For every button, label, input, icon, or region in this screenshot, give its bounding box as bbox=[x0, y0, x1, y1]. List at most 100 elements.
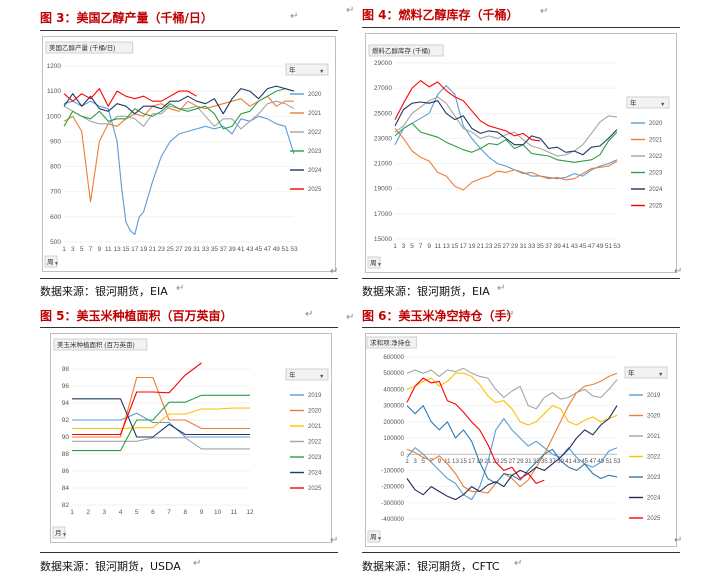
x-tick-label: 33 bbox=[202, 246, 210, 253]
legend-label: 2020 bbox=[649, 121, 663, 127]
series-line-2021 bbox=[394, 128, 618, 191]
y-tick-label: 90 bbox=[62, 434, 70, 441]
x-tick-label: 35 bbox=[541, 458, 548, 465]
y-tick-label: 23000 bbox=[374, 135, 392, 142]
x-tick-label: 8 bbox=[183, 509, 187, 516]
y-tick-label: 17000 bbox=[374, 211, 392, 218]
legend-label: 2022 bbox=[649, 154, 663, 160]
x-tick-label: 35 bbox=[211, 246, 219, 253]
series-line-2022 bbox=[406, 372, 618, 426]
y-tick-label: -100000 bbox=[381, 467, 404, 474]
y-tick-label: 800 bbox=[50, 164, 61, 171]
x-field-label: 周 bbox=[370, 259, 377, 267]
y-tick-label: 27000 bbox=[374, 85, 392, 92]
legend-field-button bbox=[626, 96, 670, 109]
panel-5-bottom-rule bbox=[40, 552, 338, 553]
chart-field-button bbox=[45, 41, 134, 54]
x-tick-label: 53 bbox=[290, 246, 298, 253]
filter-dropdown-icon: ▼ bbox=[54, 261, 59, 267]
legend-header: 年 bbox=[630, 98, 637, 107]
series-line-2021 bbox=[72, 407, 250, 430]
x-tick-label: 9 bbox=[427, 243, 431, 250]
x-tick-label: 7 bbox=[89, 246, 93, 253]
y-tick-label: 1200 bbox=[47, 63, 62, 70]
filter-dropdown-icon: ▼ bbox=[62, 532, 67, 538]
series-line-2025 bbox=[72, 362, 202, 436]
x-field-button bbox=[44, 255, 58, 268]
y-tick-label: 700 bbox=[50, 189, 61, 196]
panel-5-title: 图 5：美玉米种植面积（百万英亩） bbox=[40, 309, 233, 323]
paragraph-mark-icon: ↵ bbox=[330, 266, 339, 277]
y-tick-label: 25000 bbox=[374, 110, 392, 117]
series-line-2024 bbox=[72, 398, 250, 438]
paragraph-mark-icon: ↵ bbox=[514, 558, 523, 569]
legend-label: 2021 bbox=[308, 111, 322, 117]
y-tick-label: 300000 bbox=[383, 403, 404, 410]
x-tick-label: 39 bbox=[557, 458, 564, 465]
series-line-2020 bbox=[406, 372, 618, 494]
legend-label: 2024 bbox=[647, 496, 661, 502]
y-tick-label: 500000 bbox=[383, 370, 404, 377]
y-tick-label: 400000 bbox=[383, 386, 404, 393]
legend-label: 2020 bbox=[647, 414, 661, 420]
filter-dropdown-icon: ▼ bbox=[660, 102, 665, 108]
x-tick-label: 27 bbox=[175, 246, 183, 253]
y-tick-label: 900 bbox=[50, 138, 61, 145]
x-tick-label: 4 bbox=[119, 509, 123, 516]
panel-5-source: 数据来源：银河期货，USDA bbox=[40, 560, 181, 573]
x-tick-label: 17 bbox=[460, 243, 468, 250]
legend-label: 2022 bbox=[308, 440, 322, 446]
y-tick-label: 88 bbox=[62, 451, 70, 458]
x-tick-label: 12 bbox=[246, 509, 254, 516]
x-tick-label: 43 bbox=[246, 246, 254, 253]
panel-3-bottom-rule bbox=[40, 278, 338, 279]
filter-dropdown-icon: ▼ bbox=[658, 372, 663, 378]
x-tick-label: 27 bbox=[502, 243, 510, 250]
x-tick-label: 3 bbox=[71, 246, 75, 253]
series-line-2023 bbox=[72, 394, 250, 452]
x-tick-label: 9 bbox=[438, 458, 442, 465]
x-tick-label: 21 bbox=[477, 243, 485, 250]
x-tick-label: 31 bbox=[519, 243, 527, 250]
filter-dropdown-icon: ▼ bbox=[377, 536, 382, 542]
x-field-label: 周 bbox=[47, 258, 54, 266]
x-tick-label: 7 bbox=[419, 243, 423, 250]
paragraph-mark-icon: ↵ bbox=[305, 309, 314, 320]
x-tick-label: 27 bbox=[509, 458, 516, 465]
paragraph-mark-icon: ↵ bbox=[497, 283, 506, 294]
series-line-2025 bbox=[406, 377, 545, 484]
series-line-2025 bbox=[63, 88, 197, 107]
legend-label: 2022 bbox=[647, 455, 661, 461]
panel-4-title: 图 4：燃料乙醇库存（千桶） bbox=[362, 8, 519, 22]
legend-label: 2025 bbox=[308, 486, 322, 492]
panel-6-bottom-rule bbox=[362, 552, 680, 553]
ethanol-production-chart: 美国乙醇产量 (千桶/日) 500 600 700 800 900 1000 1100 1200… bbox=[42, 36, 336, 272]
x-tick-label: 25 bbox=[500, 458, 507, 465]
x-tick-label: 47 bbox=[589, 458, 596, 465]
x-field-label: 月 bbox=[55, 529, 62, 537]
x-tick-label: 13 bbox=[443, 243, 451, 250]
y-tick-label: 92 bbox=[62, 417, 70, 424]
x-tick-label: 47 bbox=[588, 243, 596, 250]
panel-3-top-rule bbox=[40, 30, 338, 31]
panel-3-source: 数据来源：银河期货，EIA bbox=[40, 285, 168, 298]
x-tick-label: 3 bbox=[413, 458, 417, 465]
chart-frame bbox=[365, 33, 677, 273]
x-tick-label: 53 bbox=[613, 243, 621, 250]
y-tick-label: 19000 bbox=[374, 186, 392, 193]
legend-label: 2025 bbox=[647, 516, 661, 522]
x-tick-label: 1 bbox=[70, 509, 74, 516]
x-tick-label: 6 bbox=[151, 509, 155, 516]
x-tick-label: 51 bbox=[605, 458, 612, 465]
x-tick-label: 29 bbox=[517, 458, 524, 465]
series-line-2021 bbox=[406, 367, 618, 410]
x-tick-label: 21 bbox=[149, 246, 157, 253]
x-tick-label: 9 bbox=[200, 509, 204, 516]
x-tick-label: 5 bbox=[135, 509, 139, 516]
x-tick-label: 3 bbox=[402, 243, 406, 250]
legend-label: 2019 bbox=[647, 393, 661, 399]
paragraph-mark-icon: ↵ bbox=[346, 5, 355, 16]
series-line-2025 bbox=[394, 80, 541, 142]
x-tick-label: 41 bbox=[237, 246, 245, 253]
x-tick-label: 1 bbox=[393, 243, 397, 250]
